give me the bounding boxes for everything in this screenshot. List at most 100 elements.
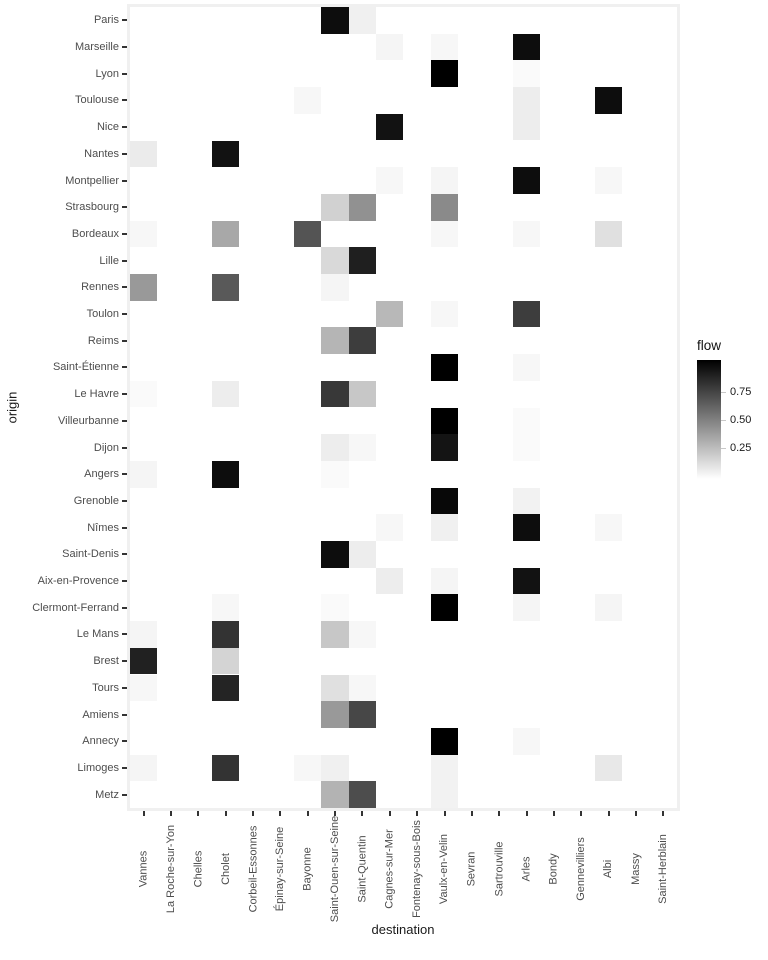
- y-tick: [122, 740, 127, 743]
- y-axis-label: Reims: [87, 334, 119, 347]
- heatmap-cell: [348, 701, 377, 728]
- y-axis-label: Montpellier: [65, 174, 119, 187]
- heatmap-cell: [512, 60, 541, 88]
- heatmap-cell: [321, 327, 349, 355]
- y-tick: [122, 179, 127, 182]
- y-axis-label: Annecy: [82, 735, 119, 748]
- y-axis-label: Tours: [92, 681, 119, 694]
- heatmap-cell: [321, 193, 349, 221]
- heatmap-cell: [430, 220, 459, 248]
- heatmap-cell: [321, 434, 349, 461]
- heatmap-cell: [130, 460, 158, 488]
- y-tick: [122, 99, 127, 102]
- heatmap-cell: [430, 781, 459, 808]
- heatmap-cell: [294, 220, 322, 248]
- heatmap-cell: [430, 754, 459, 782]
- heatmap-cell: [212, 621, 240, 648]
- x-tick: [443, 811, 446, 816]
- heatmap-cell: [212, 274, 240, 301]
- y-axis-label: Amiens: [82, 708, 119, 721]
- heatmap-cell: [512, 567, 541, 595]
- y-tick: [122, 259, 127, 262]
- y-axis-title: origin: [4, 391, 20, 424]
- y-tick: [122, 313, 127, 316]
- y-axis-label: Nîmes: [87, 521, 119, 534]
- x-axis-label: Saint-Herblain: [657, 834, 670, 904]
- x-axis-label-box: Saint-Herblain: [603, 804, 723, 934]
- y-axis-label: Saint-Étienne: [52, 361, 119, 374]
- heatmap-cell: [130, 140, 158, 168]
- heatmap-cell: [348, 380, 377, 408]
- heatmap-cell: [512, 33, 541, 61]
- heatmap-cell: [376, 167, 404, 194]
- x-tick: [525, 811, 528, 816]
- x-tick: [416, 811, 419, 816]
- heatmap-cell: [594, 220, 623, 248]
- heatmap-cell: [348, 327, 377, 355]
- heatmap-cell: [512, 594, 541, 622]
- heatmap-cell: [212, 380, 240, 408]
- heatmap-cell: [430, 300, 459, 328]
- y-axis-label: Dijon: [93, 441, 119, 454]
- heatmap-cell: [348, 781, 377, 808]
- heatmap-cell: [430, 727, 459, 755]
- heatmap-grid: [130, 7, 677, 808]
- heatmap-cell: [130, 647, 158, 675]
- y-tick: [122, 419, 127, 422]
- x-tick: [142, 811, 145, 816]
- heatmap-cell: [376, 300, 404, 328]
- y-axis-label: Bordeaux: [71, 227, 119, 240]
- y-axis-label: Villeurbanne: [58, 414, 119, 427]
- x-tick: [552, 811, 555, 816]
- heatmap-cell: [512, 354, 541, 381]
- y-tick: [122, 580, 127, 583]
- y-axis-label: Paris: [93, 14, 119, 27]
- y-axis-label: Lyon: [95, 67, 119, 80]
- y-tick: [122, 660, 127, 663]
- heatmap-cell: [321, 460, 349, 488]
- legend-colorbar: [697, 360, 721, 479]
- heatmap-cell: [130, 220, 158, 248]
- heatmap-cell: [321, 781, 349, 808]
- heatmap-cell: [294, 87, 322, 114]
- heatmap-cell: [430, 594, 459, 622]
- x-tick: [224, 811, 227, 816]
- y-axis-label: Aix-en-Provence: [37, 575, 119, 588]
- heatmap-cell: [321, 380, 349, 408]
- y-tick: [122, 499, 127, 502]
- heatmap-cell: [130, 274, 158, 301]
- y-axis-label: Le Mans: [76, 628, 119, 641]
- x-tick: [388, 811, 391, 816]
- x-axis-title: destination: [371, 922, 435, 937]
- y-axis-label: Lille: [99, 254, 119, 267]
- y-axis-label: Le Havre: [74, 388, 119, 401]
- heatmap-cell: [594, 594, 623, 622]
- heatmap-cell: [348, 193, 377, 221]
- y-tick: [122, 633, 127, 636]
- y-axis-label: Marseille: [74, 41, 119, 54]
- heatmap-cell: [512, 300, 541, 328]
- heatmap-cell: [212, 594, 240, 622]
- y-tick: [122, 526, 127, 529]
- plot-panel: [127, 4, 680, 811]
- heatmap-cell: [512, 220, 541, 248]
- y-axis-label: Strasbourg: [65, 201, 119, 214]
- y-axis-label: Rennes: [81, 281, 119, 294]
- heatmap-cell: [212, 140, 240, 168]
- x-tick: [279, 811, 282, 816]
- y-axis-label: Metz: [95, 788, 119, 801]
- heatmap-cell: [512, 727, 541, 755]
- y-tick: [122, 286, 127, 289]
- x-tick: [662, 811, 665, 816]
- y-tick: [122, 766, 127, 769]
- heatmap-cell: [348, 7, 377, 34]
- heatmap-cell: [212, 754, 240, 782]
- x-tick: [361, 811, 364, 816]
- heatmap-cell: [430, 434, 459, 461]
- y-tick: [122, 72, 127, 75]
- y-tick: [122, 339, 127, 342]
- heatmap-cell: [512, 407, 541, 435]
- legend-title: flow: [697, 338, 722, 353]
- x-tick: [498, 811, 501, 816]
- heatmap-cell: [376, 514, 404, 541]
